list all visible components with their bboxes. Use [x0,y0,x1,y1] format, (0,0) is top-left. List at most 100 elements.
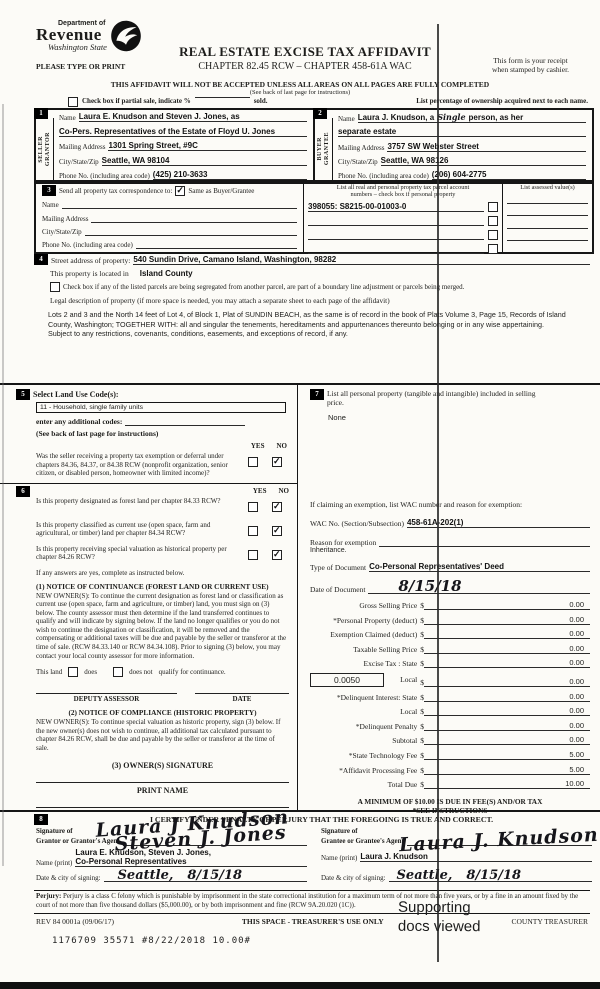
money-label: Excise Tax : State [363,659,418,669]
does-not-label: does not [129,668,153,677]
section2-badge: 2 [313,108,327,119]
exemption-no-checkbox [272,456,282,468]
county-treasurer-label: COUNTY TREASURER [511,917,588,926]
print-name-title: PRINT NAME [136,785,189,795]
forest-no-checkbox [272,501,282,512]
property-section: 4 Street address of property: 540 Sundin… [34,254,590,339]
dor-logo-text: Department of Revenue Washington State [36,20,107,52]
grantor-city-handwritten: Seattle, [117,868,174,883]
grantor-signature-cell: Laura J Knudson Steven J. Jones Signatur… [36,806,307,883]
grantor-vertical-label: GRANTOR [44,131,51,167]
land-use-label: Select Land Use Code(s): [33,390,119,399]
section7-badge: 7 [310,389,324,400]
no-header: NO [276,442,288,450]
dollar-sign: $ [420,736,424,746]
parcel-header: List all real and personal property tax … [308,184,498,198]
partial-sale-row: Check box if partial sale, indicate % so… [68,97,588,107]
stamp-line2: docs viewed [397,917,481,936]
money-value: 0.00 [424,629,590,640]
historic-text: Is this property receiving special valua… [36,544,227,562]
treasurer-space-label: THIS SPACE - TREASURER'S USE ONLY [241,917,384,926]
assessed-header: List assessed value(s) [520,184,575,191]
logo-state-text: Washington State [48,42,107,52]
money-label: Gross Selling Price [359,601,418,610]
seller-buyer-box: 1 SELLER GRANTOR Name Laura E. Knudson a… [34,108,594,184]
does-not-checkbox [113,667,124,678]
section5-see-back: (See back of last page for instructions) [36,429,159,438]
buyer-mailing-value: 3757 SW Webster Street [387,142,586,152]
qualify-label: qualify for continuance. [158,668,226,677]
dollar-sign: $ [420,765,424,775]
certify-statement: I CERTIFY UNDER PENALTY OF PERJURY THAT … [149,815,494,824]
grantee-sig-label2: Grantee or Grantee's Agent [321,837,404,845]
additional-codes-field [125,416,246,426]
wac-number-value: 458-61A-202(1) [406,518,590,528]
parcel-field-4 [308,244,484,254]
money-label: *Delinquent Penalty [355,721,418,731]
grantor-print-line2: Co-Personal Representatives [75,857,187,866]
money-value: 0.00 [424,721,590,731]
supporting-docs-stamp: Supporting docs viewed [398,898,481,936]
reason-exemption-field [379,537,590,547]
doc-type-value: Co-Personal Representatives' Deed [369,562,590,572]
notice-compliance-body: NEW OWNER(S): To continue special valuat… [36,718,281,753]
money-label: *State Technology Fee [348,750,418,760]
doc-type-label: Type of Document [310,563,367,572]
correspondence-city-field [84,226,297,236]
seller-city-label: City/State/Zip [59,157,99,166]
dollar-sign: $ [420,692,424,702]
wac-number-label: WAC No. (Section/Subsection) [310,519,404,528]
historic-no-checkbox [272,549,282,560]
grantee-signature-line [406,836,592,846]
historic-yes-checkbox [248,549,258,560]
buyer-name-label: Name [338,115,355,123]
buyer-name-value2: separate estate [338,127,586,138]
money-row-exemption: Exemption Claimed (deduct) $0.00 [310,629,590,640]
correspondence-name-field [61,199,297,210]
money-value: 0.00 [424,735,590,746]
parcel-checkbox-3 [488,230,498,240]
money-label: *Affidavit Processing Fee [339,765,418,775]
exemption-block: If claiming an exemption, list WAC numbe… [310,500,590,554]
rev-number: REV 84 0001a (09/06/17) [36,917,114,926]
dollar-sign: $ [420,659,424,669]
scan-bottom-bar [0,982,600,989]
section6-yesno-header: YES NO [253,487,289,495]
notice-continuance-body: NEW OWNER(S): To continue the current de… [36,591,287,660]
seller-name-label: Name [59,114,76,122]
assessor-signature-row: DEPUTY ASSESSOR DATE [36,693,289,703]
seller-mailing-value: 1301 Spring Street, #9C [108,141,307,151]
money-row-excise-state: Excise Tax : State $0.00 [310,658,590,669]
reason-exemption-value: Inheritance. [310,547,347,554]
grantor-date-handwritten: 8/15/18 [187,868,243,883]
money-label: Exemption Claimed (deduct) [330,630,418,640]
correspondence-name-label: Name [42,201,59,210]
dollar-sign: $ [420,630,424,640]
parcel-field-3 [308,230,484,240]
buyer-phone-label: Phone No. (including area code) [338,172,429,180]
buyer-name-handwritten: Single [437,112,466,122]
money-row-total: Total Due $10.00 [310,779,590,790]
personal-property-label: List all personal property (tangible and… [327,389,536,407]
money-row-tech-fee: *State Technology Fee $5.00 [310,750,590,760]
grantor-signature-line [122,836,307,846]
perjury-label: Perjury: [36,893,62,900]
form-title: REAL ESTATE EXCISE TAX AFFIDAVIT [179,44,431,59]
partial-sale-label: Check box if partial sale, indicate % [82,97,191,105]
correspondence-mailing-label: Mailing Address [42,214,89,223]
money-table: Gross Selling Price $0.00 *Personal Prope… [310,600,590,790]
notice-compliance-title: (2) NOTICE OF COMPLIANCE (HISTORIC PROPE… [68,708,257,718]
current-use-no-checkbox [272,525,282,536]
assessed-field-3 [507,227,588,229]
money-row-subtotal: Subtotal $0.00 [310,735,590,746]
current-use-text: Is this property classified as current u… [36,520,211,538]
does-checkbox [68,667,79,678]
ownership-note: List percentage of ownership acquired ne… [416,97,588,105]
tax-correspondence-box: 3 Send all property tax correspondence t… [34,180,594,254]
parcel-checkbox-1 [488,202,498,212]
form-subtitle: CHAPTER 82.45 RCW – CHAPTER 458-61A WAC [198,61,412,72]
receipt-note-line1: This form is your receipt [493,56,568,65]
personal-property-line2: price. [327,398,344,407]
dollar-sign: $ [420,707,424,717]
money-value: 0.00 [424,615,590,625]
